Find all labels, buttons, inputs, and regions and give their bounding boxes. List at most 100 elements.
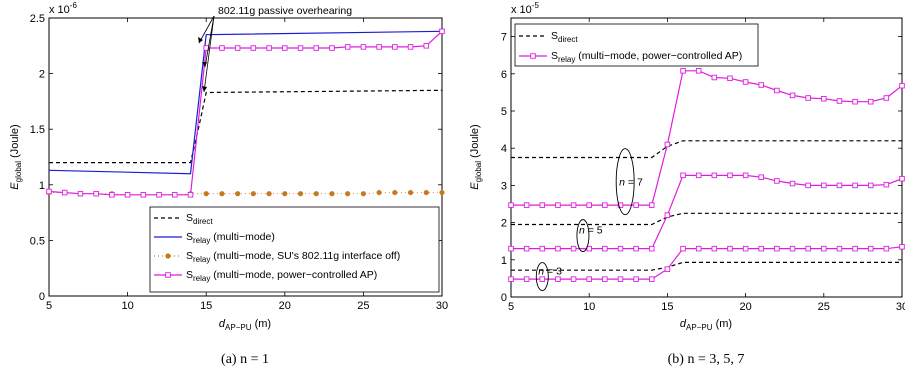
annotation-arrow-3 — [203, 15, 215, 93]
point-relay_off — [407, 189, 414, 196]
point-relay3 — [711, 245, 718, 252]
x-tick-label: 5 — [508, 301, 514, 313]
annotation-text: 802.11g passive overhearing — [218, 5, 352, 17]
point-relay7 — [633, 202, 639, 208]
point-relay5 — [602, 245, 608, 252]
y-tick-label: 0 — [39, 291, 45, 303]
x-tick-label: 10 — [121, 300, 133, 312]
point-relay5 — [867, 182, 874, 189]
point-relay3 — [821, 245, 827, 252]
legend-label-relay3: Srelay (multi−mode, power−controlled AP) — [551, 50, 742, 64]
point-relay5 — [523, 245, 530, 252]
point-relay3 — [664, 266, 671, 272]
point-relay5 — [805, 182, 811, 189]
point-relay5 — [883, 181, 890, 188]
point-relay5 — [633, 245, 639, 252]
point-relay5 — [758, 174, 764, 180]
point-relay7 — [836, 98, 843, 104]
legend-marker — [530, 53, 536, 59]
point-relay_pc — [172, 192, 178, 198]
point-relay5 — [664, 212, 671, 218]
legend-a: Sdirect Srelay (multi−mode) Srelay (multi−… — [149, 206, 440, 293]
point-relay5 — [852, 182, 858, 189]
point-relay7 — [821, 95, 827, 102]
point-relay3 — [727, 245, 733, 252]
point-relay_pc — [439, 28, 445, 35]
point-relay7 — [680, 68, 686, 74]
point-relay_off — [235, 191, 241, 197]
point-relay3 — [633, 276, 639, 282]
series-line-relay_mm — [48, 30, 443, 175]
point-relay3 — [680, 245, 686, 252]
point-relay7 — [899, 82, 905, 89]
point-relay_off — [392, 189, 398, 196]
point-relay_pc — [46, 188, 52, 195]
annotation-arrow-1 — [198, 15, 215, 44]
point-relay_off — [266, 191, 272, 197]
arrow-head-2 — [202, 62, 207, 67]
group-label: n = 5 — [579, 225, 603, 237]
x-tick-label: 25 — [357, 300, 369, 312]
x-tick-label: 15 — [200, 300, 212, 312]
point-relay7 — [555, 202, 561, 208]
group-ellipse — [615, 148, 635, 216]
point-relay7 — [742, 79, 749, 85]
point-relay3 — [774, 245, 780, 252]
group-label: n = 3 — [538, 266, 562, 278]
point-relay3 — [789, 245, 796, 252]
y-tick-label: 6 — [501, 69, 507, 81]
point-relay_pc — [124, 192, 131, 198]
series-line-direct5 — [511, 212, 902, 226]
group-ellipse — [576, 219, 590, 253]
point-relay_off — [250, 191, 256, 197]
x-axis-label-b: dAP−PU (m) — [680, 318, 732, 332]
x-tick-label: 15 — [661, 301, 673, 313]
caption-b: (b) n = 3, 5, 7 — [668, 352, 745, 367]
point-relay3 — [852, 245, 858, 252]
group-label: n = 7 — [619, 177, 643, 189]
point-relay_pc — [250, 45, 257, 51]
y-tick-label: 2.5 — [30, 13, 45, 25]
point-relay_pc — [219, 45, 225, 51]
point-relay7 — [789, 92, 796, 99]
point-relay7 — [867, 98, 874, 105]
point-relay_pc — [156, 192, 162, 198]
x-tick-label: 5 — [46, 300, 52, 312]
legend-label-relay_pc: Srelay (multi−mode, power−controlled AP) — [186, 269, 377, 283]
legend-label-direct: Sdirect — [186, 212, 213, 226]
point-relay5 — [555, 245, 561, 252]
series-line-direct7 — [511, 140, 902, 159]
point-relay7 — [774, 87, 780, 94]
point-relay5 — [570, 245, 577, 252]
point-relay_pc — [140, 192, 147, 198]
point-relay_off — [439, 189, 445, 196]
panel-b: 5 10 15 20 25 30 0 1 2 3 4 5 6 7 x 10-5 Eglobal (Joul… — [469, 1, 905, 367]
point-relay_pc — [109, 192, 115, 198]
point-relay_off — [329, 191, 335, 197]
y-tick-label: 3 — [501, 180, 507, 192]
exponent-label-b: x 10-5 — [511, 1, 539, 16]
point-relay7 — [695, 68, 702, 74]
point-relay_off — [313, 191, 319, 197]
annotation-overhearing: 802.11g passive overhearing — [198, 5, 352, 93]
point-relay7 — [727, 75, 733, 82]
point-relay7 — [805, 95, 811, 101]
point-relay_pc — [282, 45, 288, 51]
point-relay_pc — [407, 44, 414, 50]
point-relay5 — [774, 178, 780, 184]
x-tick-label: 20 — [739, 301, 751, 313]
point-relay7 — [649, 202, 655, 208]
legend-box-b — [514, 23, 759, 67]
point-relay7 — [664, 141, 671, 148]
point-relay5 — [836, 182, 843, 189]
point-relay5 — [821, 182, 827, 189]
point-relay_off — [376, 189, 382, 196]
point-relay3 — [805, 245, 811, 252]
point-relay_off — [360, 191, 366, 197]
point-relay_off — [219, 191, 225, 197]
point-relay3 — [508, 276, 514, 282]
point-relay_off — [203, 191, 209, 197]
point-relay3 — [836, 245, 843, 252]
point-relay5 — [680, 172, 686, 179]
x-axis-label-a: dAP−PU (m) — [219, 318, 271, 332]
